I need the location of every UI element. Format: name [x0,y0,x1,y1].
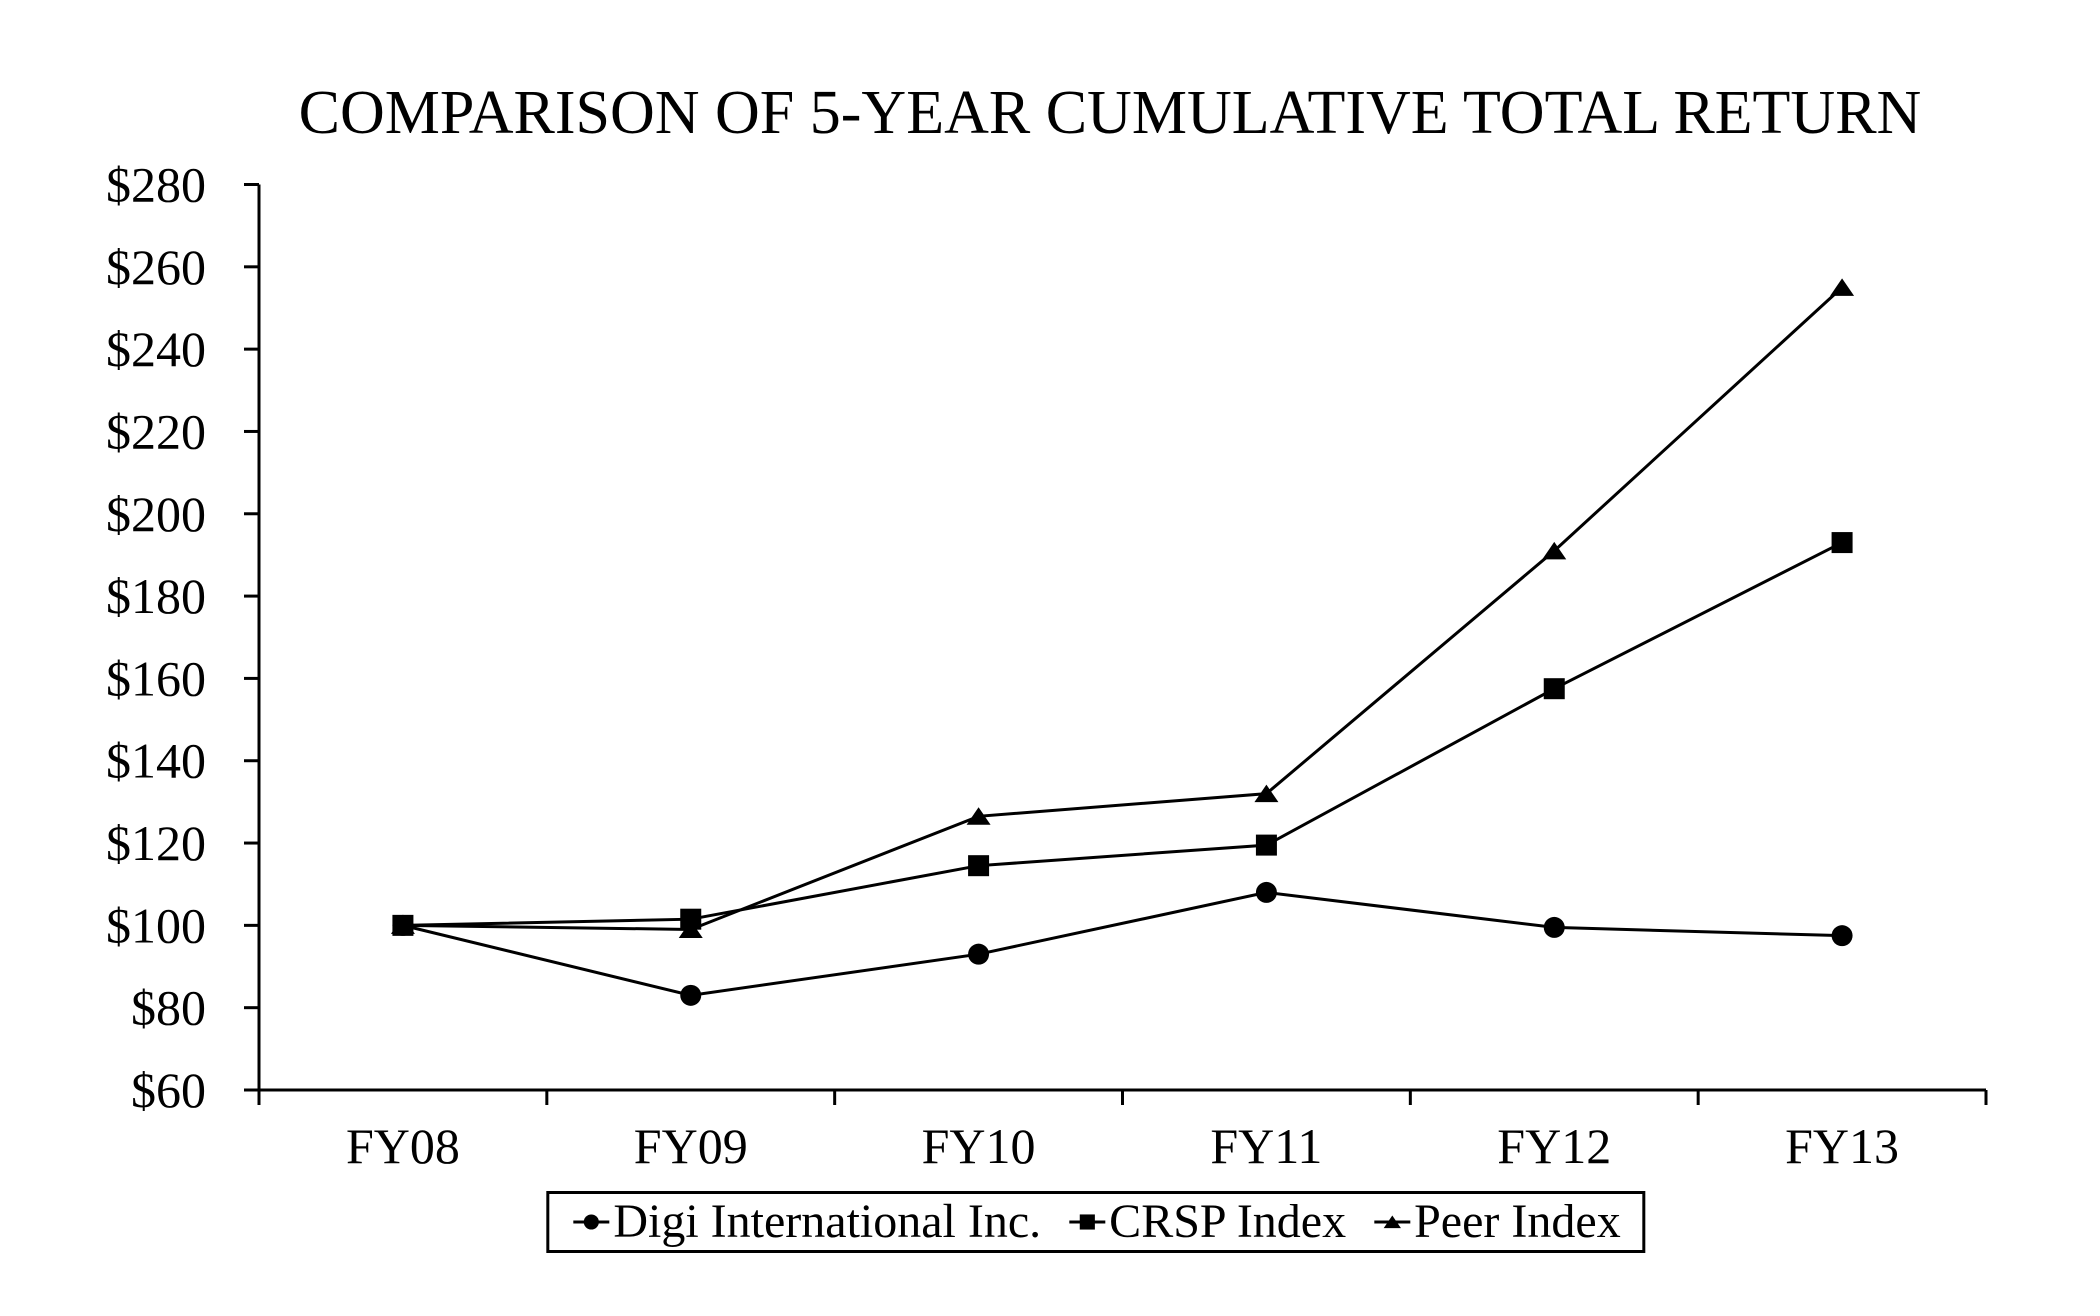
circle-marker-icon [1543,916,1565,938]
legend: Digi International Inc. CRSP Index Peer In… [546,1191,1646,1253]
triangle-marker-icon [966,807,991,825]
circle-marker-icon [968,943,990,965]
x-axis-tick-label: FY12 [1497,1118,1611,1174]
square-marker-icon [1079,1214,1095,1230]
triangle-marker-icon [1254,784,1279,803]
y-axis-tick-label: $60 [131,1062,206,1118]
legend-label-digi-international-inc: Digi International Inc. [613,1195,1042,1248]
legend-item-digi-international-inc: Digi International Inc. [571,1198,1041,1246]
y-axis-tick-label: $260 [106,239,206,295]
series-line-digi-international-inc [402,890,1843,997]
legend-label-peer-index: Peer Index [1414,1195,1621,1248]
circle-marker-icon [583,1214,599,1230]
circle-marker-icon [1255,881,1277,903]
circle-marker-icon [1831,925,1853,947]
series-crsp-index [392,532,1853,936]
triangle-marker-icon [1383,1215,1401,1229]
triangle-marker-icon [1542,541,1567,560]
square-marker-icon [1831,532,1853,554]
triangle-marker-icon [1830,278,1855,296]
y-axis-tick-label: $160 [106,650,206,706]
square-marker-icon [392,914,414,936]
square-marker-icon [680,908,702,930]
series-line-crsp-index [402,541,1843,927]
y-axis-tick-label: $220 [106,403,206,459]
x-axis-tick-label: FY08 [346,1118,460,1174]
y-axis-tick-label: $140 [106,733,206,789]
x-axis-tick-label: FY13 [1785,1118,1899,1174]
x-axis-tick-label: FY11 [1210,1118,1322,1174]
legend-item-peer-index: Peer Index [1372,1198,1621,1246]
legend-label-crsp-index: CRSP Index [1109,1195,1347,1248]
legend-triangle-marker-icon [1374,1215,1411,1229]
square-marker-icon [1543,678,1565,700]
series-line-peer-index [402,286,1844,931]
legend-circle-marker-icon [573,1214,610,1230]
y-axis-tick-label: $280 [106,157,206,213]
axes: $60 $80 $100 $120 $140 $160 $180 $200 $220 $240 $2… [106,157,1988,1174]
square-marker-icon [1255,834,1277,856]
series-peer-index [390,278,1855,938]
y-axis-tick-label: $200 [106,486,206,542]
square-marker-icon [968,855,990,877]
y-axis-tick-label: $180 [106,568,206,624]
x-axis-tick-label: FY10 [922,1118,1036,1174]
y-axis-tick-label: $100 [106,897,206,953]
chart-title: COMPARISON OF 5-YEAR CUMULATIVE TOTAL RE… [299,79,1922,147]
legend-square-marker-icon [1069,1214,1106,1230]
y-axis-tick-label: $240 [106,321,206,377]
y-axis-tick-label: $120 [106,815,206,871]
x-axis-tick-label: FY09 [634,1118,748,1174]
series-digi-international-inc [392,881,1853,1006]
y-axis-tick-label: $80 [131,980,206,1036]
legend-item-crsp-index: CRSP Index [1067,1198,1346,1246]
circle-marker-icon [680,984,702,1006]
data-series [390,278,1855,1006]
